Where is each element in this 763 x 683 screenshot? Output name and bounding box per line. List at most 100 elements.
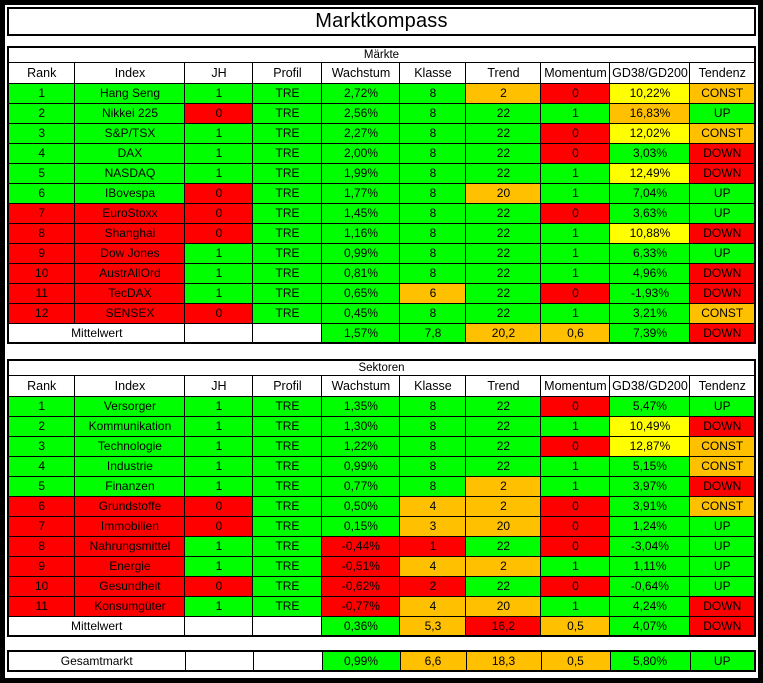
wachstum-cell: 0,99% <box>321 455 401 477</box>
momentum-cell: 0,6 <box>540 322 611 344</box>
wachstum-cell: 1,22% <box>321 435 401 457</box>
klasse-cell: 5,3 <box>399 615 467 637</box>
gd38-gd200-cell: -1,93% <box>609 282 691 304</box>
tendenz-cell: DOWN <box>689 222 756 244</box>
wachstum-cell: -0,62% <box>321 575 401 597</box>
index-cell: Nikkei 225 <box>74 102 186 124</box>
table-row: 5 Finanzen 1 TRE 0,77% 8 2 1 3,97% DOWN <box>7 475 756 497</box>
tendenz-cell: DOWN <box>689 475 756 497</box>
trend-cell: 20 <box>465 182 542 204</box>
profil-cell: TRE <box>252 182 323 204</box>
rank-cell: 8 <box>7 535 76 557</box>
rank-cell: 9 <box>7 242 76 264</box>
trend-cell: 22 <box>465 122 542 144</box>
trend-cell: 22 <box>465 415 542 437</box>
table-row: 6 Grundstoffe 0 TRE 0,50% 4 2 0 3,91% CONST <box>7 495 756 517</box>
tendenz-cell: CONST <box>689 82 756 104</box>
tendenz-cell: CONST <box>689 122 756 144</box>
klasse-cell: 8 <box>399 82 467 104</box>
col-profil-header: Profil <box>252 374 323 397</box>
gd38-gd200-cell: 10,49% <box>609 415 691 437</box>
gd38-gd200-cell: 3,03% <box>609 142 691 164</box>
table-row: 5 NASDAQ 1 TRE 1,99% 8 22 1 12,49% DOWN <box>7 162 756 184</box>
section-label-row: Sektoren <box>7 359 756 376</box>
klasse-cell: 4 <box>399 495 467 517</box>
jh-cell <box>184 322 254 344</box>
klasse-cell: 2 <box>399 575 467 597</box>
tendenz-cell: UP <box>689 575 756 597</box>
col-momentum-header: Momentum <box>540 374 611 397</box>
rank-cell: 7 <box>7 202 76 224</box>
klasse-cell: 8 <box>399 162 467 184</box>
tendenz-cell: DOWN <box>689 322 756 344</box>
rank-cell: 9 <box>7 555 76 577</box>
col-index-header: Index <box>74 374 186 397</box>
index-cell: Shanghai <box>74 222 186 244</box>
section-label-row: Märkte <box>7 46 756 63</box>
gd38-gd200-cell: -3,04% <box>609 535 691 557</box>
jh-cell: 0 <box>184 495 254 517</box>
gd38-gd200-cell: 6,33% <box>609 242 691 264</box>
gd38-gd200-cell: 5,47% <box>609 395 691 417</box>
col-trend-header: Trend <box>465 61 542 84</box>
col-jh-header: JH <box>184 374 254 397</box>
section-label-cell: Märkte <box>7 46 756 63</box>
table-row: 1 Hang Seng 1 TRE 2,72% 8 2 0 10,22% CONST <box>7 82 756 104</box>
index-cell: Hang Seng <box>74 82 186 104</box>
profil-cell: TRE <box>252 82 323 104</box>
wachstum-cell: 1,35% <box>321 395 401 417</box>
tendenz-cell: UP <box>689 102 756 124</box>
jh-cell: 0 <box>184 202 254 224</box>
wachstum-cell: 1,45% <box>321 202 401 224</box>
gd38-gd200-cell: -0,64% <box>609 575 691 597</box>
klasse-cell: 7,8 <box>399 322 467 344</box>
jh-cell: 1 <box>184 455 254 477</box>
index-cell: Kommunikation <box>74 415 186 437</box>
table-row: 8 Nahrungsmittel 1 TRE -0,44% 1 22 0 -3,04% UP <box>7 535 756 557</box>
gesamtmarkt-row: Gesamtmarkt 0,99% 6,6 18,3 0,5 5,80% UP <box>7 650 756 672</box>
klasse-cell: 8 <box>399 142 467 164</box>
index-cell: DAX <box>74 142 186 164</box>
profil-cell: TRE <box>252 222 323 244</box>
wachstum-cell: 2,56% <box>321 102 401 124</box>
table-row: 3 Technologie 1 TRE 1,22% 8 22 0 12,87% CONST <box>7 435 756 457</box>
trend-cell: 22 <box>465 262 542 284</box>
jh-cell: 1 <box>184 535 254 557</box>
klasse-cell: 4 <box>399 555 467 577</box>
wachstum-cell: 1,99% <box>321 162 401 184</box>
col-momentum-header: Momentum <box>540 61 611 84</box>
rank-cell: 7 <box>7 515 76 537</box>
mittelwert-row: Mittelwert 0,36% 5,3 16,2 0,5 4,07% DOWN <box>7 615 756 637</box>
index-cell: Dow Jones <box>74 242 186 264</box>
wachstum-cell: 2,27% <box>321 122 401 144</box>
tendenz-cell: CONST <box>689 495 756 517</box>
gd38-gd200-cell: 4,24% <box>609 595 691 617</box>
section-spacer <box>6 344 757 359</box>
wachstum-cell: 0,81% <box>321 262 401 284</box>
jh-cell: 1 <box>184 82 254 104</box>
rank-cell: Gesamtmarkt <box>7 650 186 672</box>
jh-cell: 1 <box>184 262 254 284</box>
trend-cell: 2 <box>465 475 542 497</box>
momentum-cell: 0 <box>540 575 611 597</box>
table-row: 4 DAX 1 TRE 2,00% 8 22 0 3,03% DOWN <box>7 142 756 164</box>
table-row: 12 SENSEX 0 TRE 0,45% 8 22 1 3,21% CONST <box>7 302 756 324</box>
tendenz-cell: CONST <box>689 435 756 457</box>
gesamtmarkt-body: Gesamtmarkt 0,99% 6,6 18,3 0,5 5,80% UP <box>7 650 756 672</box>
gd38-gd200-cell: 7,04% <box>609 182 691 204</box>
wachstum-cell: 2,00% <box>321 142 401 164</box>
table-row: 1 Versorger 1 TRE 1,35% 8 22 0 5,47% UP <box>7 395 756 417</box>
wachstum-cell: 0,65% <box>321 282 401 304</box>
gd38-gd200-cell: 7,39% <box>609 322 691 344</box>
trend-cell: 22 <box>465 535 542 557</box>
profil-cell: TRE <box>252 122 323 144</box>
profil-cell: TRE <box>252 515 323 537</box>
tendenz-cell: UP <box>689 202 756 224</box>
jh-cell: 1 <box>184 475 254 497</box>
sektoren-table: Sektoren Rank Index JH Profil Wachstum Klasse T… <box>6 359 757 637</box>
momentum-cell: 1 <box>540 415 611 437</box>
wachstum-cell: 0,99% <box>321 650 401 672</box>
rank-cell: 5 <box>7 162 76 184</box>
index-cell: S&P/TSX <box>74 122 186 144</box>
